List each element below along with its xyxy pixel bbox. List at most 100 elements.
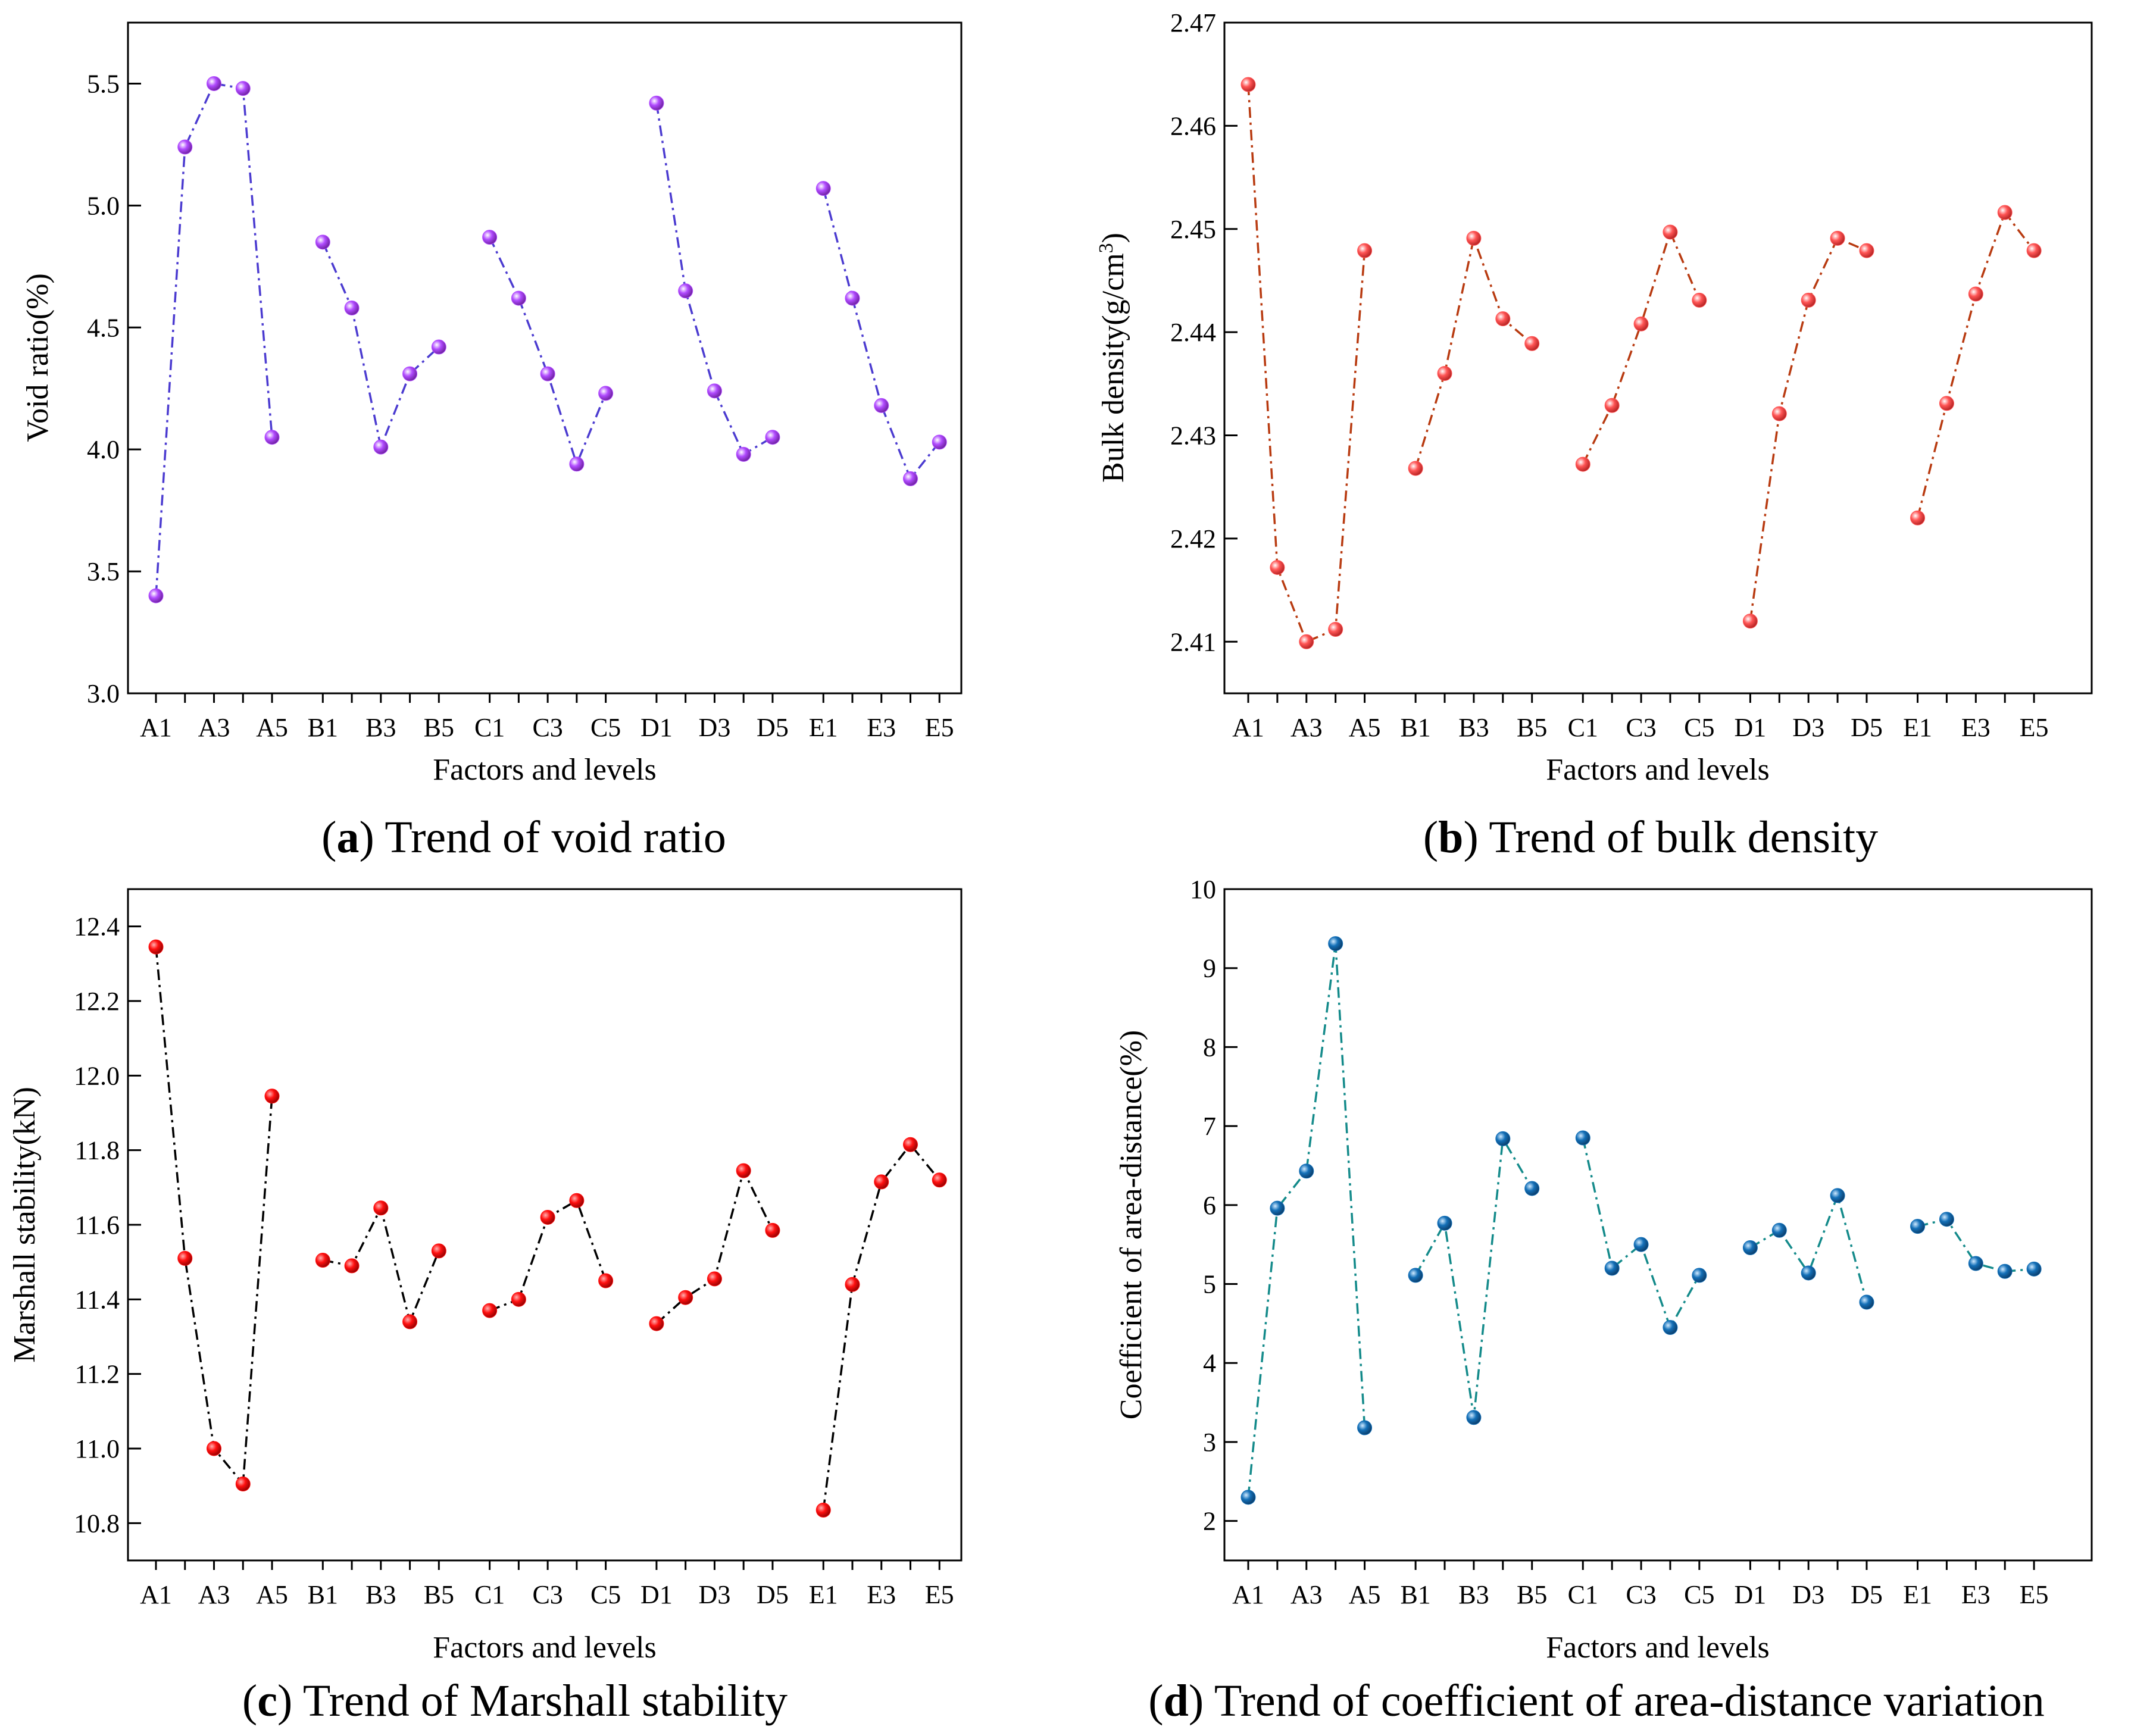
x-tick-label: D5 <box>757 713 789 742</box>
x-tick-label: C3 <box>532 1580 563 1609</box>
x-tick-label: A1 <box>1232 713 1264 742</box>
data-point-A2 <box>1270 1200 1285 1216</box>
x-tick-label: C1 <box>474 1580 505 1609</box>
data-point-B5 <box>1524 336 1540 351</box>
data-point-D1 <box>649 1316 664 1331</box>
data-point-E4 <box>903 1137 918 1152</box>
plot-frame <box>127 888 963 1562</box>
y-tick-label: 2.43 <box>1170 421 1216 451</box>
data-point-E5 <box>2026 1261 2042 1277</box>
y-tick-label: 9 <box>1203 954 1216 983</box>
series-line-E <box>822 188 940 481</box>
data-point-D4 <box>1830 1188 1845 1203</box>
data-point-D4 <box>1830 230 1845 246</box>
x-axis-title: Factors and levels <box>433 1631 656 1665</box>
x-tick-label: A5 <box>1349 713 1381 742</box>
data-point-D5 <box>765 1222 780 1238</box>
y-tick-label: 5.5 <box>87 69 120 98</box>
plot-frame <box>127 21 963 695</box>
y-tick-label: 4.0 <box>87 435 120 464</box>
x-tick-label: A5 <box>256 713 288 742</box>
plot-frame <box>1223 888 2093 1562</box>
data-point-C5 <box>1692 1268 1707 1283</box>
x-tick-label: E1 <box>809 713 838 742</box>
data-point-C4 <box>1663 224 1678 240</box>
data-point-E1 <box>815 1502 831 1518</box>
data-point-A2 <box>1270 559 1285 575</box>
y-tick-label: 4.5 <box>87 313 120 342</box>
data-point-C3 <box>1633 316 1649 331</box>
data-point-E1 <box>815 181 831 196</box>
x-tick-label: D5 <box>1851 1580 1883 1609</box>
series-line-C <box>1582 229 1701 465</box>
data-point-C1 <box>1575 456 1590 472</box>
x-tick-label: C1 <box>1568 1580 1598 1609</box>
y-tick-label: 2 <box>1203 1507 1216 1536</box>
data-point-D5 <box>765 430 780 445</box>
data-point-C3 <box>540 366 555 381</box>
data-point-C2 <box>1604 1260 1620 1276</box>
data-point-C5 <box>598 1273 614 1288</box>
caption-text: Trend of bulk density <box>1489 812 1878 862</box>
x-axis-title: Factors and levels <box>433 753 656 787</box>
data-point-D2 <box>1771 406 1787 421</box>
panel-bulk-density: 2.41 2.42 2.43 2.44 2.45 2.46 2.47 A1 A3 A5 B1 B3 B… <box>1095 8 2093 862</box>
x-tick-label: D3 <box>1792 1580 1824 1609</box>
y-tick-label: 10 <box>1190 875 1216 904</box>
data-point-D1 <box>1742 1240 1758 1255</box>
y-axis-title-sup: 3 <box>1095 243 1117 253</box>
series-line-B <box>1414 234 1533 469</box>
data-point-D5 <box>1859 1294 1874 1310</box>
data-point-A3 <box>1299 634 1314 649</box>
data-point-E2 <box>845 1277 860 1292</box>
x-tick-label: A3 <box>198 1580 230 1609</box>
data-point-E1 <box>1910 510 1926 526</box>
x-tick-label: A1 <box>1232 1580 1264 1609</box>
data-point-D3 <box>707 383 722 399</box>
caption-letter: c <box>257 1676 277 1726</box>
x-tick-label: E5 <box>925 713 954 742</box>
x-tick-label: C5 <box>590 1580 621 1609</box>
data-point-E4 <box>1997 205 2013 220</box>
data-point-D2 <box>678 283 693 299</box>
data-point-B2 <box>344 300 360 315</box>
data-point-E4 <box>903 471 918 486</box>
y-tick-label: 10.8 <box>74 1509 120 1538</box>
y-tick-label: 2.47 <box>1170 8 1216 37</box>
panel-caption: (a) Trend of void ratio <box>321 812 726 862</box>
data-point-E2 <box>1939 1212 1954 1227</box>
x-tick-label: E3 <box>867 1580 896 1609</box>
y-axis-title-end: ) <box>1096 233 1130 243</box>
data-point-E5 <box>932 434 947 450</box>
data-point-C3 <box>1633 1237 1649 1252</box>
x-tick-label: E5 <box>2020 1580 2049 1609</box>
data-point-C2 <box>1604 398 1620 413</box>
data-point-A2 <box>177 139 193 155</box>
x-tick-label: B1 <box>1400 1580 1430 1609</box>
y-tick-label: 11.4 <box>75 1285 120 1314</box>
caption-letter: a <box>336 812 359 862</box>
data-point-A5 <box>264 1088 280 1104</box>
data-point-B3 <box>373 439 389 455</box>
x-tick-label: C5 <box>1684 713 1714 742</box>
x-tick-label: B5 <box>1517 713 1547 742</box>
data-point-B3 <box>373 1200 389 1216</box>
x-tick-label: E3 <box>1961 1580 1990 1609</box>
x-tick-label: A1 <box>140 713 172 742</box>
data-point-E3 <box>1968 1256 1983 1271</box>
data-point-C1 <box>482 230 498 245</box>
series-line-A <box>1247 943 1366 1498</box>
x-tick-label: C3 <box>532 713 563 742</box>
x-tick-label: B1 <box>1400 713 1430 742</box>
x-tick-label: C3 <box>1626 713 1656 742</box>
data-point-D4 <box>736 1163 751 1178</box>
y-tick-label: 2.45 <box>1170 215 1216 244</box>
data-point-A4 <box>235 81 251 96</box>
data-point-E5 <box>2026 243 2042 258</box>
series-line-A <box>155 946 273 1487</box>
data-point-A1 <box>1240 77 1256 92</box>
x-tick-label: B3 <box>1458 1580 1489 1609</box>
x-tick-label: B3 <box>365 713 396 742</box>
x-tick-label: E1 <box>809 1580 838 1609</box>
x-tick-label: B3 <box>365 1580 396 1609</box>
